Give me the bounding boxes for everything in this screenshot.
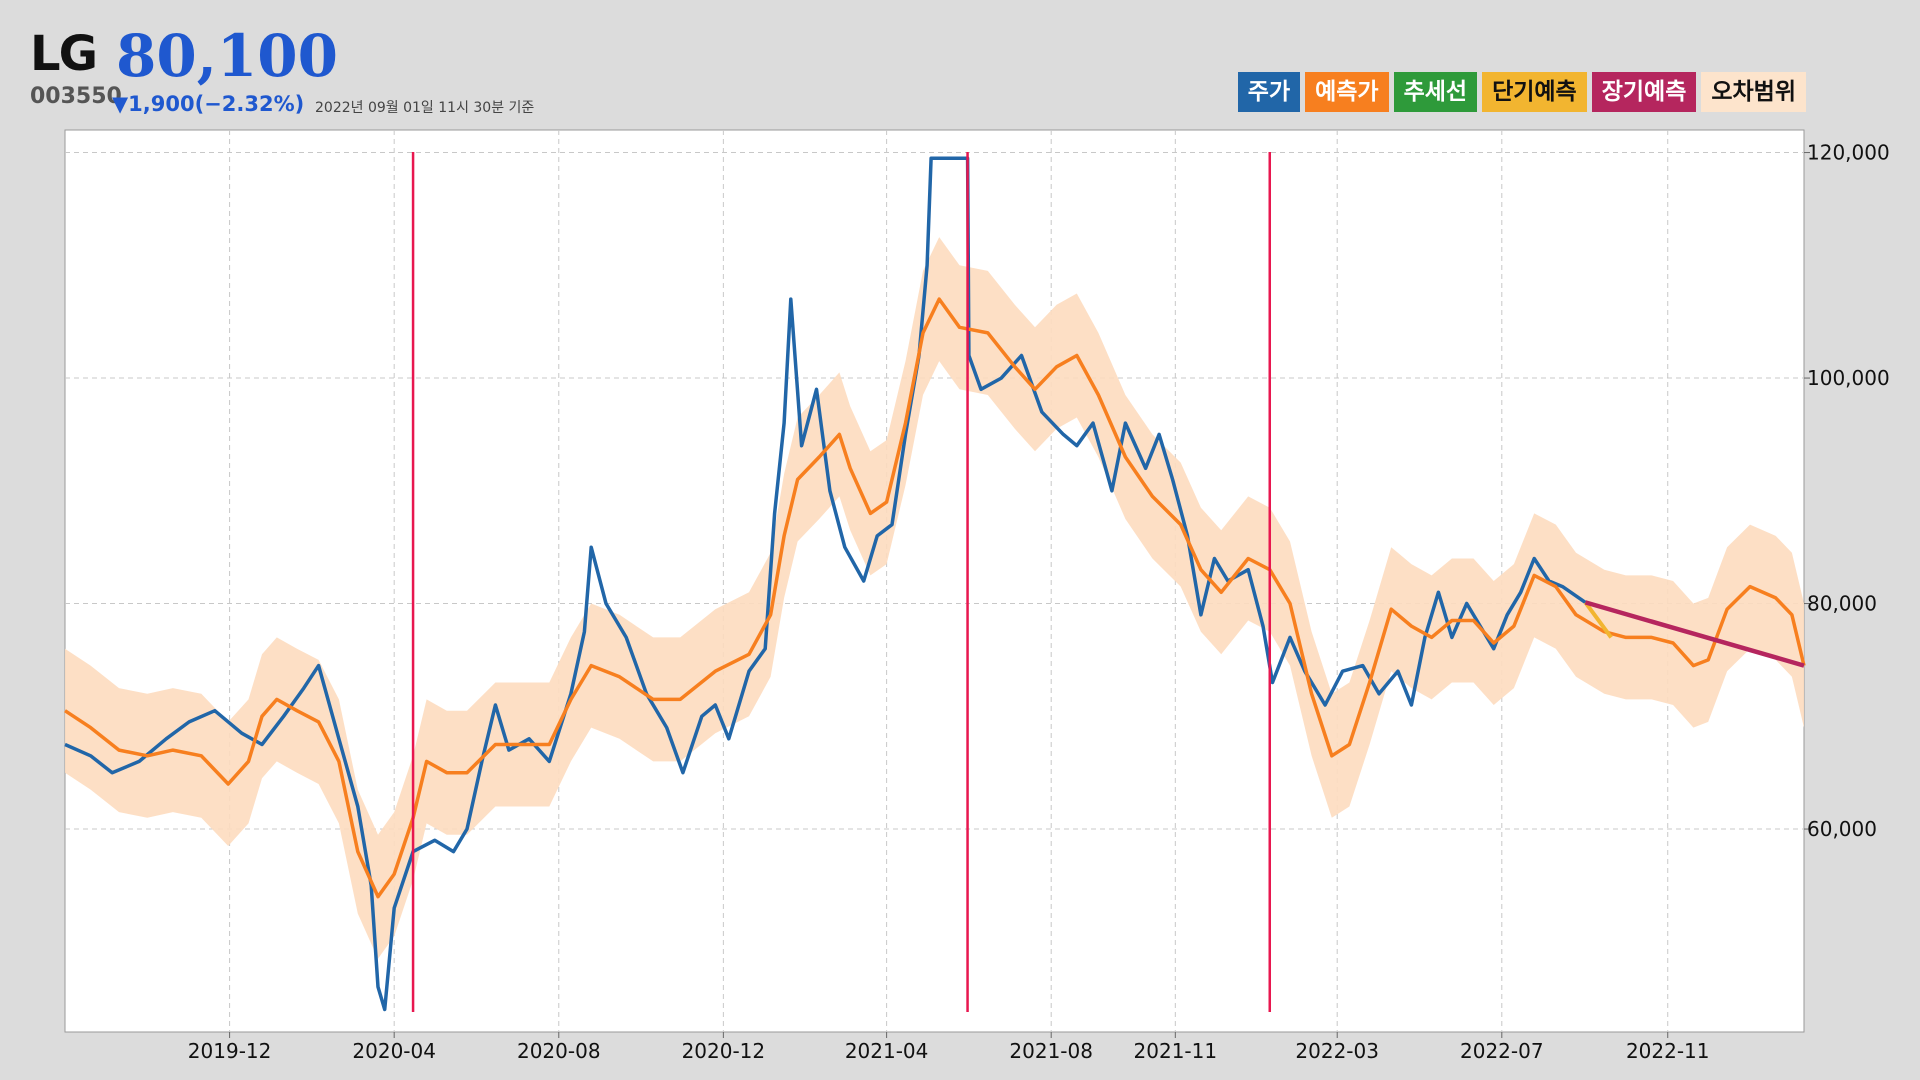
x-tick-label: 2020-04 (352, 1039, 436, 1063)
price-line (64, 156, 1587, 1012)
x-tick-label: 2020-12 (682, 1039, 766, 1063)
chart-legend: 주가 예측가 추세선 단기예측 장기예측 오차범위 (1237, 72, 1806, 112)
stock-price: 80,100 (116, 22, 338, 90)
as-of-timestamp: 2022년 09월 01일 11시 30분 기준 (315, 100, 535, 116)
legend-item-trendline[interactable]: 추세선 (1393, 72, 1478, 112)
y-tick-label: 100,000 (1807, 366, 1890, 390)
x-tick-label: 2021-08 (1009, 1039, 1093, 1063)
x-tick-label: 2021-04 (845, 1039, 929, 1063)
y-tick-label: 80,000 (1807, 592, 1877, 616)
legend-item-forecast[interactable]: 예측가 (1305, 72, 1389, 112)
x-tick-label: 2019-12 (188, 1039, 272, 1063)
error-band (65, 237, 1804, 959)
legend-item-error-band[interactable]: 오차범위 (1701, 72, 1806, 112)
y-tick-label: 60,000 (1807, 817, 1877, 841)
long-term-line (1584, 600, 1805, 668)
legend-item-price[interactable]: 주가 (1237, 72, 1301, 112)
y-tick-label: 120,000 (1807, 141, 1890, 165)
legend-item-long-term[interactable]: 장기예측 (1591, 72, 1697, 112)
short-term-line (1583, 601, 1613, 639)
price-change: ▼1,900(−2.32%) (112, 92, 305, 116)
x-tick-label: 2022-07 (1460, 1039, 1544, 1063)
stock-code: 003550 (30, 84, 122, 109)
legend-item-short-term[interactable]: 단기예측 (1482, 72, 1587, 112)
x-tick-label: 2021-11 (1134, 1039, 1218, 1063)
x-tick-label: 2020-08 (517, 1039, 601, 1063)
stock-name: LG (30, 26, 98, 82)
forecast-line (64, 297, 1806, 899)
x-tick-label: 2022-03 (1295, 1039, 1379, 1063)
x-tick-label: 2022-11 (1626, 1039, 1710, 1063)
